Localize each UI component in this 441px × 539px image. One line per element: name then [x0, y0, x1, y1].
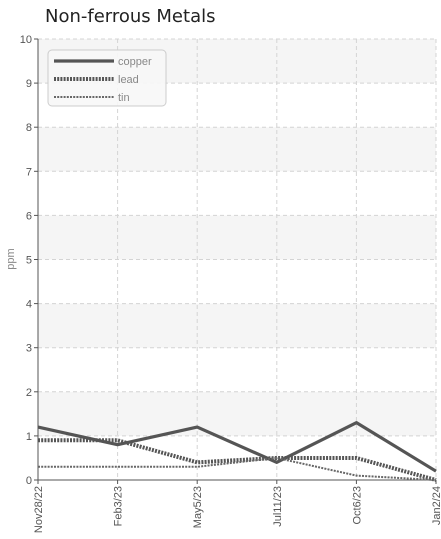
- y-axis-ticks: 0 1 2 3 4 5 6 7 8 9 10: [20, 34, 38, 487]
- y-axis-label: ppm: [5, 248, 17, 269]
- y-tick-label: 4: [26, 299, 32, 311]
- series-line-copper: [37, 421, 437, 473]
- x-tick-label: Jan2/24: [431, 486, 441, 525]
- x-tick-label: Nov28/22: [33, 486, 45, 533]
- y-tick-label: 5: [26, 255, 32, 267]
- x-tick-label: May5/23: [192, 486, 204, 528]
- y-tick-label: 3: [26, 343, 32, 355]
- x-tick-label: Oct6/23: [351, 486, 363, 525]
- background-band: [38, 347, 436, 392]
- y-tick-label: 10: [20, 34, 32, 46]
- y-tick-label: 6: [26, 210, 32, 222]
- background-band: [38, 391, 436, 436]
- chart-title: Non-ferrous Metals: [45, 6, 216, 27]
- series-line-lead: [38, 438, 437, 482]
- plot-background-bands: [38, 39, 436, 480]
- y-tick-label: 1: [26, 431, 32, 443]
- grid-lines: [38, 38, 437, 480]
- x-tick-label: Feb3/23: [113, 486, 125, 526]
- y-tick-label: 2: [26, 387, 32, 399]
- x-tick-label: Jul11/23: [272, 486, 284, 527]
- background-band: [38, 171, 436, 216]
- y-tick-label: 8: [26, 122, 32, 134]
- legend-label-copper: copper: [118, 56, 152, 68]
- background-band: [38, 215, 436, 260]
- background-band: [38, 127, 436, 172]
- background-band: [38, 303, 436, 348]
- legend-label-lead: lead: [118, 74, 139, 86]
- series-lines: [37, 421, 437, 482]
- y-tick-label: 0: [26, 475, 32, 487]
- background-band: [38, 435, 436, 480]
- y-tick-label: 7: [26, 166, 32, 178]
- legend: copper lead tin: [47, 49, 167, 107]
- background-band: [38, 259, 436, 304]
- y-tick-label: 9: [26, 78, 32, 90]
- legend-label-tin: tin: [118, 92, 130, 104]
- series-line-tin: [38, 456, 437, 481]
- x-axis-ticks: Nov28/22 Feb3/23 May5/23 Jul11/23 Oct6/23 Jan…: [33, 480, 441, 533]
